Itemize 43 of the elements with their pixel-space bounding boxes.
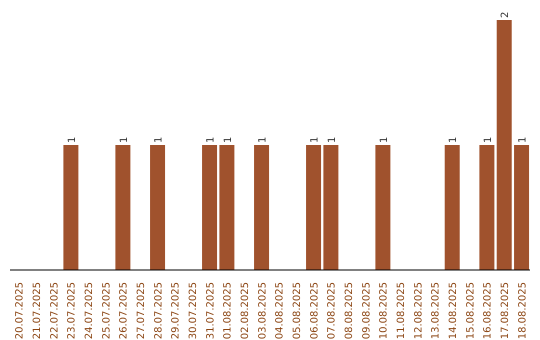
data-label: 1 (378, 136, 390, 143)
data-label: 1 (326, 136, 338, 143)
x-tick-label: 13.08.2025 (430, 282, 442, 340)
x-tick-label: 31.07.2025 (205, 282, 216, 340)
x-tick-label: 08.08.2025 (344, 282, 355, 340)
x-tick-label: 22.07.2025 (49, 282, 60, 340)
x-tick-label: 15.08.2025 (465, 282, 476, 340)
x-tick-label: 27.07.2025 (136, 282, 147, 340)
x-tick-label: 24.07.2025 (84, 282, 95, 340)
x-tick-label: 30.07.2025 (188, 282, 199, 340)
x-tick-label: 14.08.2025 (448, 282, 459, 340)
x-tick-label: 09.08.2025 (361, 282, 372, 340)
x-tick-label: 25.07.2025 (101, 282, 112, 340)
data-label: 1 (118, 136, 130, 143)
x-tick-label: 21.07.2025 (32, 282, 43, 340)
data-label: 1 (482, 136, 494, 143)
data-label: 1 (310, 136, 321, 143)
x-tick-label: 11.08.2025 (396, 282, 407, 340)
x-tick-label: 20.07.2025 (14, 282, 26, 340)
x-tick-label: 05.08.2025 (292, 282, 303, 340)
data-label: 2 (500, 12, 512, 18)
x-tick-label: 02.08.2025 (240, 282, 251, 340)
x-tick-label: 03.08.2025 (257, 282, 268, 340)
x-tick-label: 23.07.2025 (66, 282, 78, 340)
data-label: 1 (154, 136, 165, 143)
data-label: 1 (258, 136, 269, 143)
x-tick-label: 18.08.2025 (517, 282, 528, 340)
x-tick-label: 01.08.2025 (222, 282, 234, 340)
x-tick-label: 10.08.2025 (378, 282, 390, 340)
x-tick-label: 07.08.2025 (326, 282, 338, 340)
x-tick-label: 17.08.2025 (500, 282, 511, 340)
data-label: 1 (206, 136, 217, 143)
x-tick-label: 26.07.2025 (118, 282, 130, 340)
x-tick-label: 28.07.2025 (153, 282, 164, 340)
x-tick-label: 04.08.2025 (274, 282, 286, 340)
data-label: 1 (66, 136, 78, 143)
data-label: 1 (448, 136, 460, 143)
data-label: 1 (222, 136, 234, 143)
x-tick-label: 12.08.2025 (413, 282, 424, 340)
x-tick-label: 06.08.2025 (309, 282, 320, 340)
x-tick-label: 29.07.2025 (170, 282, 182, 340)
x-tick-label: 16.08.2025 (482, 282, 494, 340)
data-label: 1 (518, 136, 529, 143)
